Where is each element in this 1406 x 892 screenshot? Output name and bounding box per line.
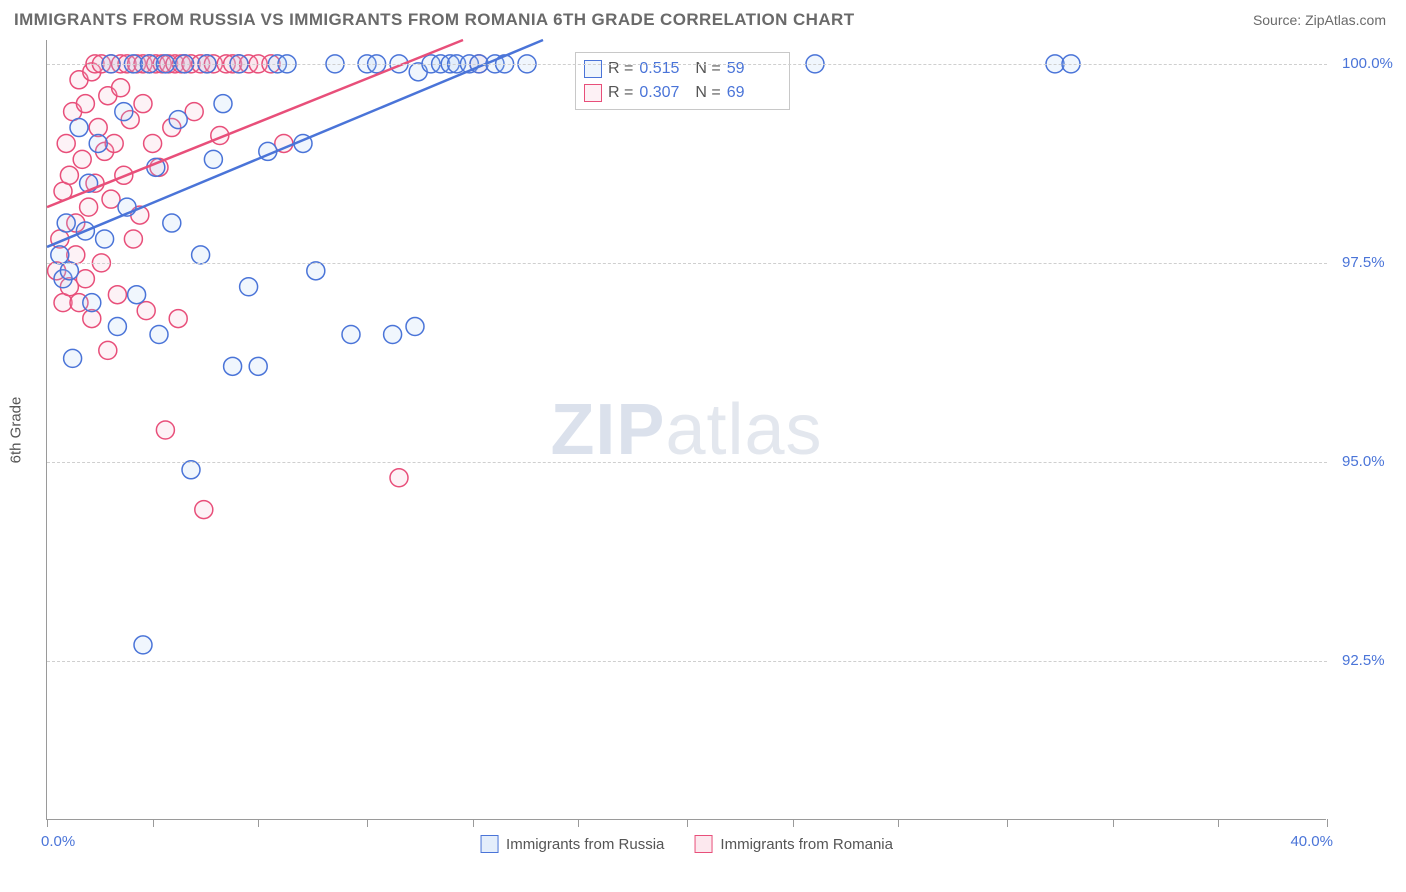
gridline-h — [47, 661, 1327, 662]
data-point — [112, 79, 130, 97]
data-point — [57, 134, 75, 152]
data-point — [185, 103, 203, 121]
data-point — [182, 461, 200, 479]
data-point — [83, 294, 101, 312]
data-point — [144, 134, 162, 152]
data-point — [134, 636, 152, 654]
x-tick — [367, 819, 368, 827]
data-point — [134, 95, 152, 113]
data-point — [307, 262, 325, 280]
n-label: N = — [695, 60, 720, 78]
data-point — [57, 214, 75, 232]
data-point — [384, 325, 402, 343]
r-label: R = — [608, 84, 633, 102]
data-point — [163, 214, 181, 232]
scatter-svg — [47, 40, 1327, 820]
data-point — [89, 134, 107, 152]
x-tick — [258, 819, 259, 827]
data-point — [169, 310, 187, 328]
data-point — [128, 286, 146, 304]
x-axis-min-label: 0.0% — [41, 833, 75, 850]
data-point — [204, 150, 222, 168]
data-point — [76, 270, 94, 288]
data-point — [60, 262, 78, 280]
data-point — [70, 119, 88, 137]
x-tick — [473, 819, 474, 827]
r-value: 0.515 — [639, 60, 689, 78]
legend-label-russia: Immigrants from Russia — [506, 836, 664, 853]
x-tick — [1113, 819, 1114, 827]
data-point — [192, 246, 210, 264]
x-tick — [793, 819, 794, 827]
legend-swatch-romania — [694, 835, 712, 853]
data-point — [124, 230, 142, 248]
r-value: 0.307 — [639, 84, 689, 102]
x-axis-max-label: 40.0% — [1290, 833, 1333, 850]
y-tick-label: 95.0% — [1342, 453, 1385, 470]
data-point — [115, 103, 133, 121]
data-point — [73, 150, 91, 168]
legend-stat-row: R = 0.515 N = 59 — [584, 57, 777, 81]
legend-swatch — [584, 84, 602, 102]
data-point — [99, 341, 117, 359]
plot-area: ZIPatlas R = 0.515N = 59R = 0.307N = 69 … — [46, 40, 1326, 820]
source-name: ZipAtlas.com — [1305, 12, 1386, 28]
data-point — [60, 166, 78, 184]
x-tick — [898, 819, 899, 827]
y-tick-label: 92.5% — [1342, 652, 1385, 669]
data-point — [76, 95, 94, 113]
data-point — [342, 325, 360, 343]
data-point — [137, 302, 155, 320]
n-value: 59 — [727, 60, 777, 78]
correlation-legend: R = 0.515 N = 59 R = 0.307 N = 69 — [575, 52, 790, 110]
data-point — [240, 278, 258, 296]
x-tick — [47, 819, 48, 827]
data-point — [102, 190, 120, 208]
data-point — [96, 230, 114, 248]
legend-stat-row: R = 0.307 N = 69 — [584, 81, 777, 105]
data-point — [249, 357, 267, 375]
legend-swatch — [584, 60, 602, 78]
legend-label-romania: Immigrants from Romania — [720, 836, 893, 853]
gridline-h — [47, 462, 1327, 463]
r-label: R = — [608, 60, 633, 78]
x-tick — [1218, 819, 1219, 827]
legend-item-romania: Immigrants from Romania — [694, 835, 893, 853]
data-point — [195, 501, 213, 519]
series-legend: Immigrants from Russia Immigrants from R… — [480, 835, 893, 853]
x-tick — [153, 819, 154, 827]
source-prefix: Source: — [1253, 12, 1305, 28]
y-axis-title: 6th Grade — [8, 397, 25, 464]
y-tick-label: 97.5% — [1342, 254, 1385, 271]
data-point — [51, 246, 69, 264]
chart-title: IMMIGRANTS FROM RUSSIA VS IMMIGRANTS FRO… — [14, 10, 854, 30]
gridline-h — [47, 263, 1327, 264]
source-attribution: Source: ZipAtlas.com — [1253, 12, 1386, 28]
gridline-h — [47, 64, 1327, 65]
legend-item-russia: Immigrants from Russia — [480, 835, 664, 853]
data-point — [108, 318, 126, 336]
data-point — [406, 318, 424, 336]
data-point — [224, 357, 242, 375]
n-label: N = — [695, 84, 720, 102]
y-tick-label: 100.0% — [1342, 55, 1393, 72]
chart-header: IMMIGRANTS FROM RUSSIA VS IMMIGRANTS FRO… — [0, 0, 1406, 36]
x-tick — [1007, 819, 1008, 827]
data-point — [80, 198, 98, 216]
data-point — [156, 421, 174, 439]
chart-container: 6th Grade ZIPatlas R = 0.515N = 59R = 0.… — [46, 40, 1326, 820]
x-tick — [1327, 819, 1328, 827]
data-point — [64, 349, 82, 367]
x-tick — [578, 819, 579, 827]
legend-swatch-russia — [480, 835, 498, 853]
data-point — [150, 325, 168, 343]
n-value: 69 — [727, 84, 777, 102]
data-point — [108, 286, 126, 304]
data-point — [169, 111, 187, 129]
data-point — [214, 95, 232, 113]
data-point — [390, 469, 408, 487]
x-tick — [687, 819, 688, 827]
